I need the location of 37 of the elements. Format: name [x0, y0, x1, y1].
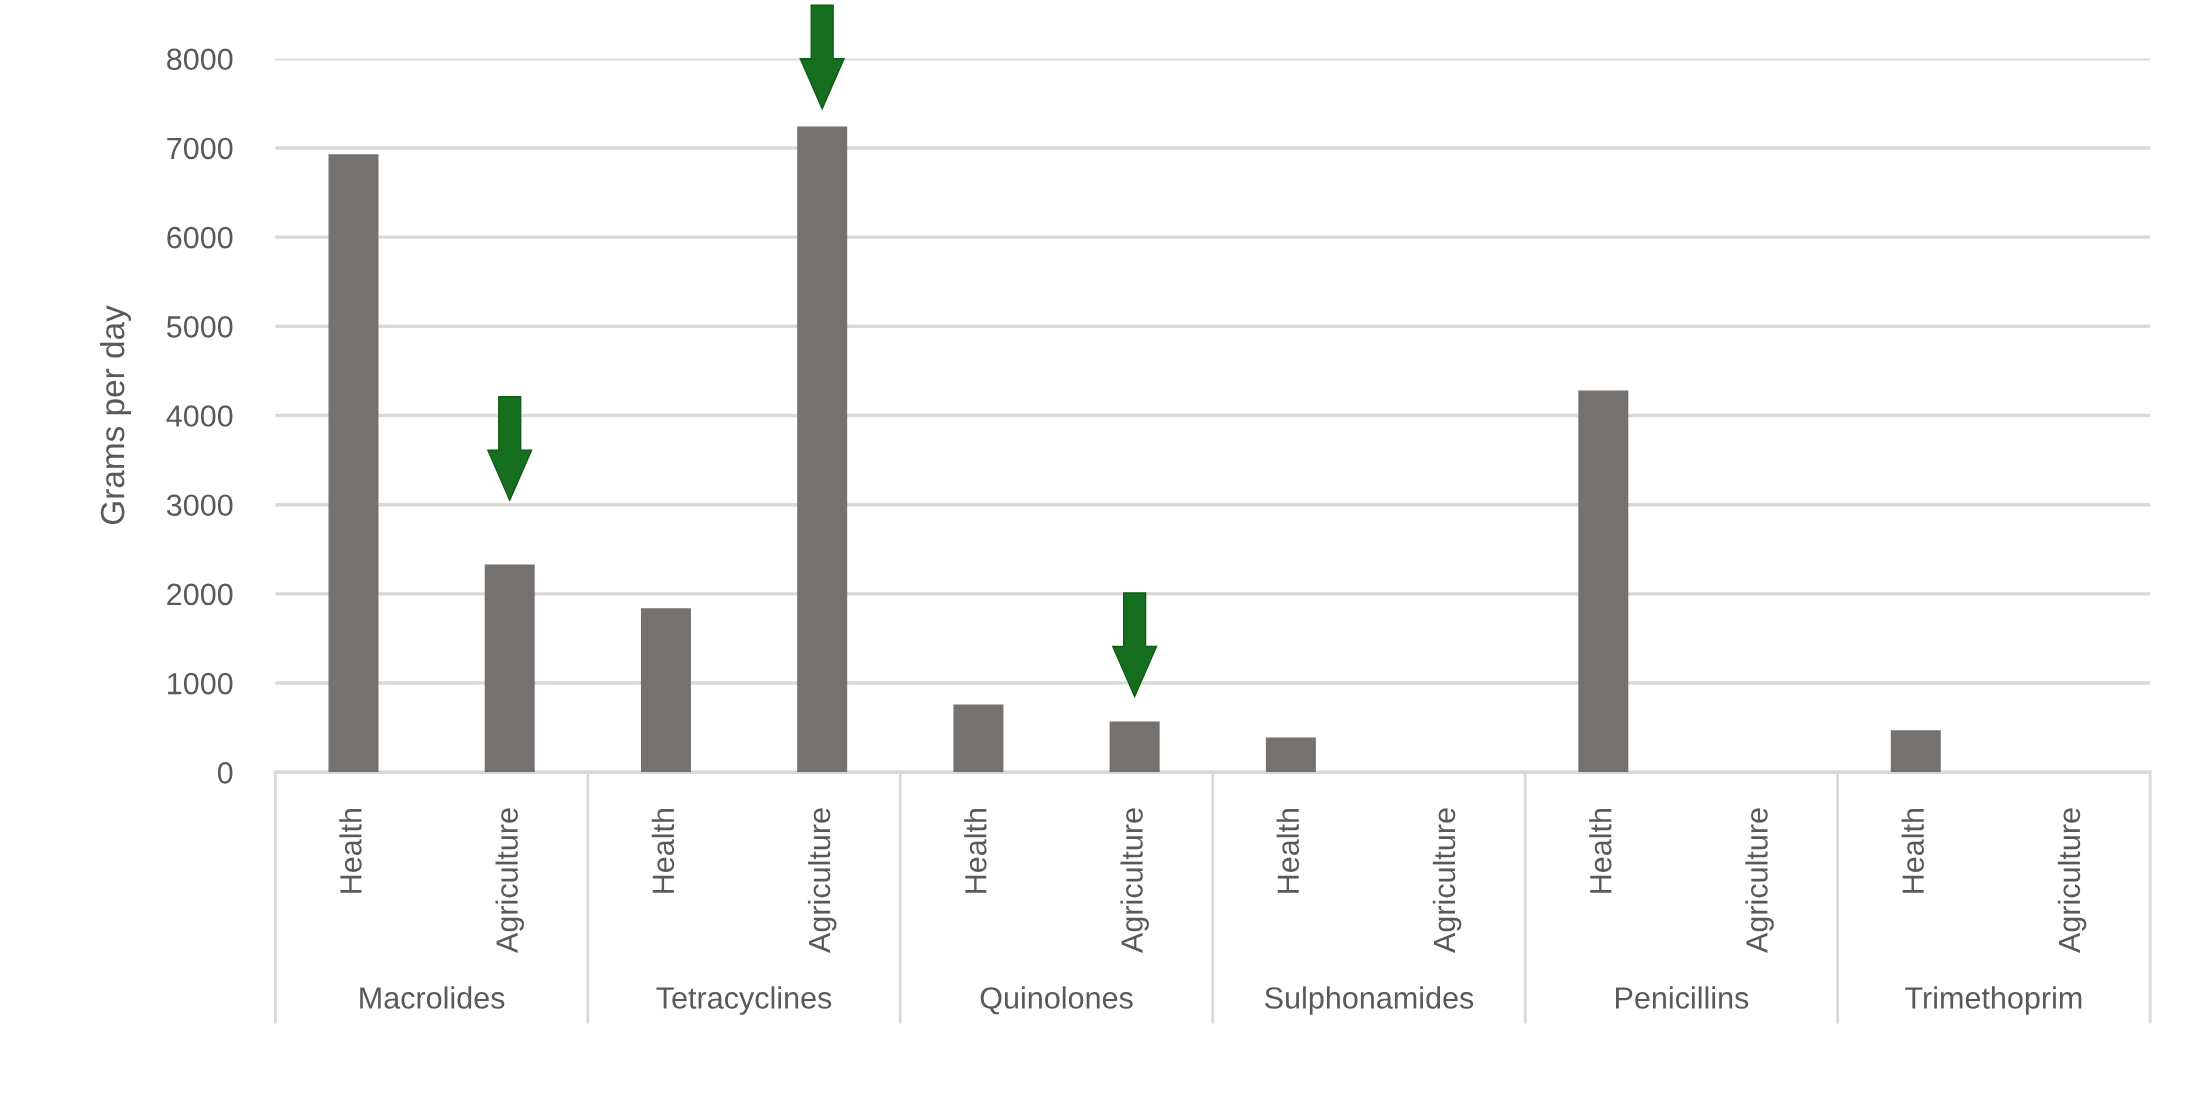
- x-tick-label: Agriculture: [1745, 808, 1774, 953]
- text: Quinolones: [980, 986, 1133, 1015]
- x-tick-label: Health: [1276, 808, 1300, 893]
- text: Trimethoprim: [1905, 986, 2082, 1015]
- y-tick-label: 2000: [167, 583, 233, 606]
- x-tick-label: Agriculture: [1120, 808, 1149, 953]
- y-tick-label: 5000: [166, 316, 233, 338]
- x-tick-label: Health: [339, 808, 362, 893]
- y-tick-label: 4000: [166, 405, 233, 427]
- text: Sulphonamides: [1265, 986, 1474, 1015]
- bar: [1578, 390, 1629, 773]
- bar: [640, 608, 691, 773]
- x-tick-label: Agriculture: [1432, 808, 1462, 953]
- bar: [1109, 721, 1160, 773]
- x-tick-label: Agriculture: [807, 808, 837, 953]
- bar: [1890, 730, 1941, 773]
- bar: [797, 126, 848, 773]
- x-tick-label: Health: [651, 808, 675, 893]
- y-tick-label: 6000: [167, 226, 233, 249]
- bar: [484, 564, 535, 773]
- y-tick-label: 0: [217, 762, 233, 784]
- y-axis-title: Grams per day: [99, 305, 132, 525]
- y-tick-label: 8000: [167, 48, 233, 71]
- text: Penicillins: [1616, 986, 1749, 1009]
- bar: [1265, 737, 1316, 773]
- bar: [328, 154, 379, 773]
- text: Macrolides: [360, 986, 505, 1009]
- text: Tetracyclines: [656, 986, 832, 1015]
- bar: [953, 704, 1004, 773]
- x-tick-label: Health: [1589, 808, 1612, 893]
- x-tick-label: Agriculture: [2057, 808, 2087, 953]
- y-tick-label: 3000: [166, 494, 233, 517]
- x-tick-label: Health: [1901, 808, 1924, 893]
- y-tick-label: 7000: [167, 137, 233, 160]
- y-tick-label: 1000: [168, 672, 233, 695]
- x-tick-label: Agriculture: [495, 808, 524, 953]
- x-tick-label: Health: [964, 808, 987, 893]
